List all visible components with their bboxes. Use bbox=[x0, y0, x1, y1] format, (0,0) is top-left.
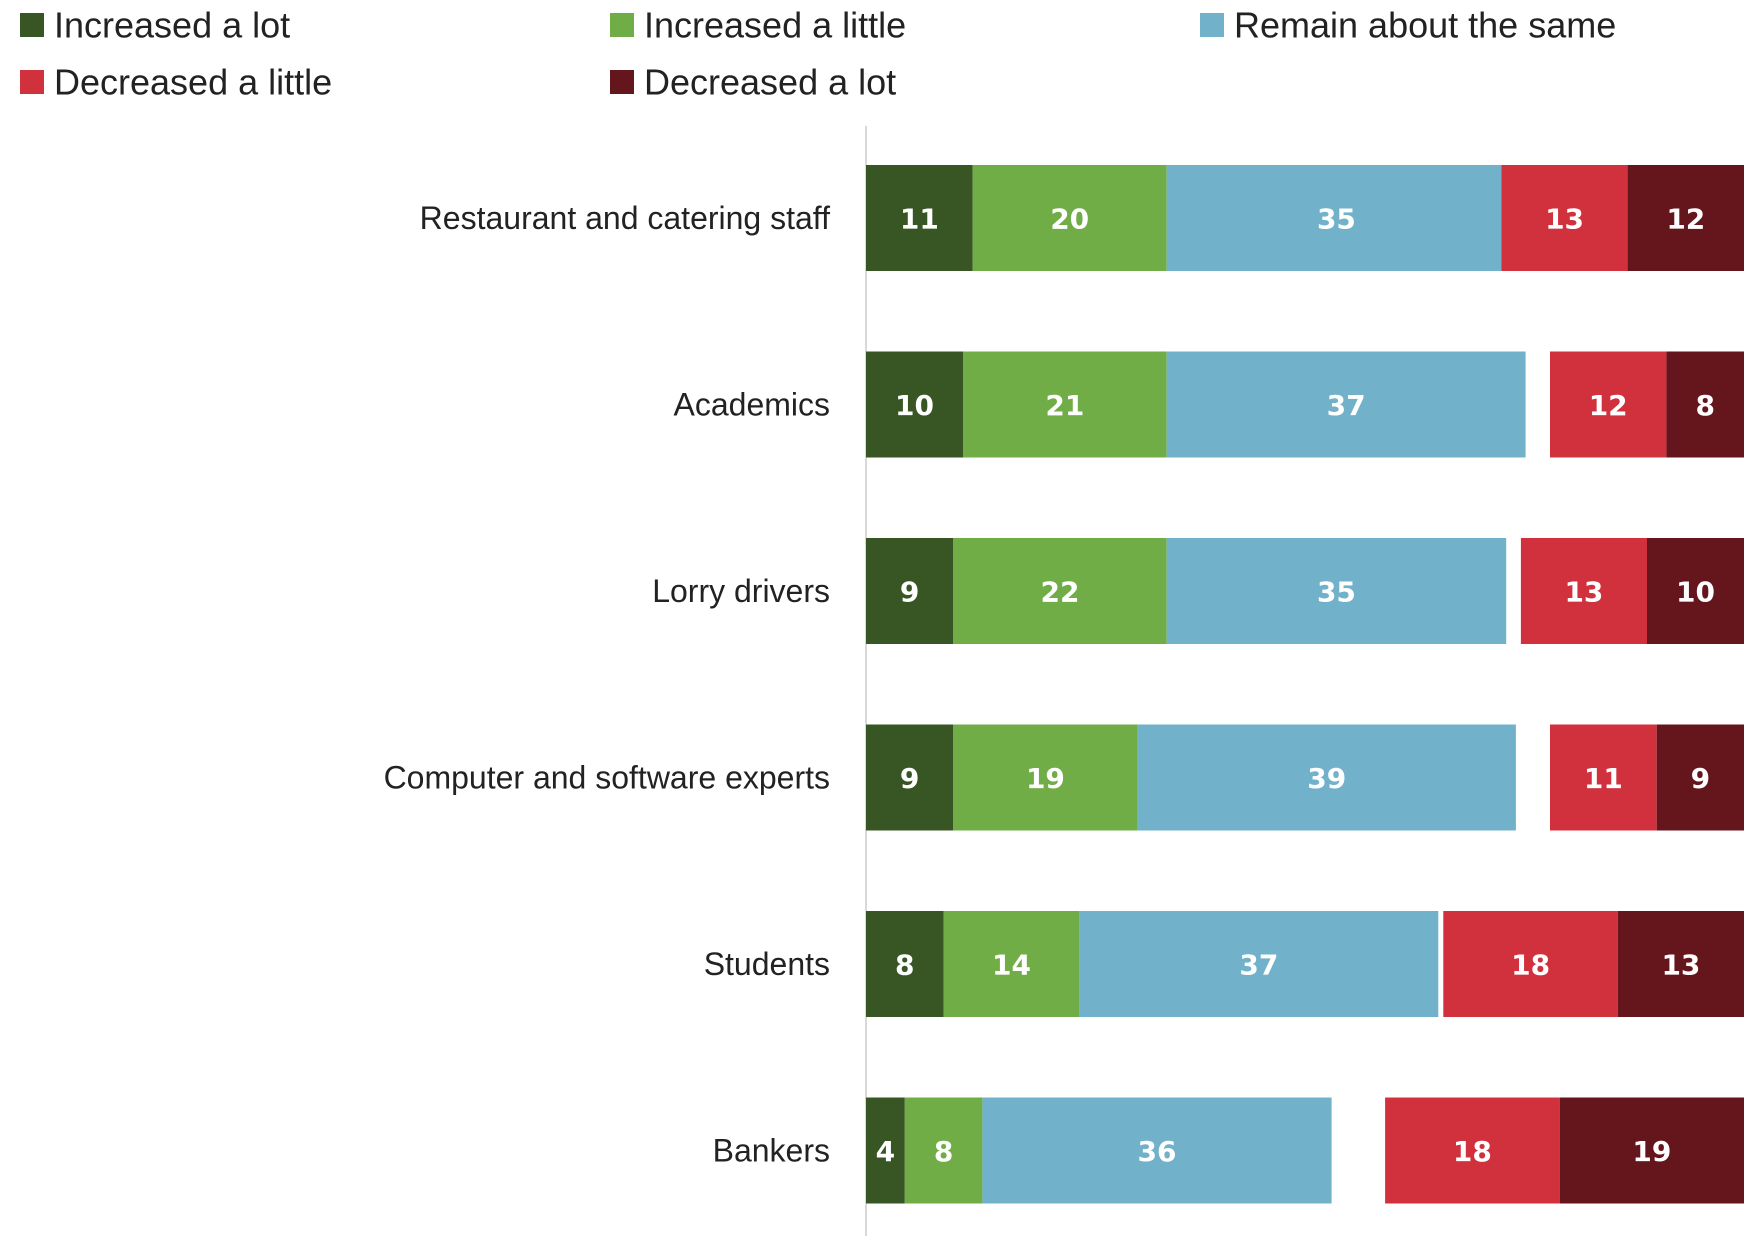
value-label: 12 bbox=[1589, 389, 1628, 422]
bar-segment-increased-a-lot bbox=[866, 911, 944, 1017]
bar-segment-decreased-a-lot bbox=[1627, 165, 1744, 271]
bar-segment-remain-about-the-same bbox=[1166, 538, 1507, 644]
value-label: 39 bbox=[1307, 762, 1346, 795]
bar-segment-increased-a-lot bbox=[866, 165, 973, 271]
value-label: 13 bbox=[1564, 576, 1603, 609]
value-label: 35 bbox=[1317, 576, 1356, 609]
bar-segment-remain-about-the-same bbox=[1166, 351, 1526, 458]
bars: 11 20 35 13 12 10 21 37 12 8 9 22 35 13 10 9 19 39 11 9 8 14 3… bbox=[866, 165, 1744, 1204]
value-label: 4 bbox=[876, 1135, 895, 1168]
bar-segment-increased-a-lot bbox=[866, 538, 954, 644]
bar-segment-increased-a-lot bbox=[866, 351, 963, 458]
bar-segment-increased-a-lot bbox=[866, 1097, 905, 1204]
value-label: 8 bbox=[1695, 389, 1714, 422]
legend-item-decreased-a-lot: Decreased a lot bbox=[610, 62, 896, 103]
legend-item-increased-a-little: Increased a little bbox=[610, 5, 906, 46]
value-label: 36 bbox=[1138, 1135, 1177, 1168]
category-label-lorry-drivers: Lorry drivers bbox=[652, 573, 830, 609]
bar-segment-decreased-a-lot bbox=[1666, 351, 1744, 458]
category-label-academics: Academics bbox=[674, 387, 831, 423]
bar-segment-decreased-a-lot bbox=[1617, 911, 1744, 1017]
legend-label: Remain about the same bbox=[1234, 5, 1616, 46]
value-label: 11 bbox=[1584, 762, 1623, 795]
bar-segment-decreased-a-lot bbox=[1656, 724, 1744, 831]
bar-segment-increased-a-little bbox=[963, 351, 1167, 458]
bar-segment-increased-a-little bbox=[943, 911, 1080, 1017]
bar-segment-decreased-a-little bbox=[1385, 1097, 1560, 1204]
value-label: 9 bbox=[1691, 762, 1710, 795]
value-label: 37 bbox=[1239, 949, 1278, 982]
value-label: 35 bbox=[1317, 203, 1356, 236]
bar-segment-increased-a-little bbox=[953, 538, 1167, 644]
bar-segment-remain-about-the-same bbox=[982, 1097, 1332, 1204]
bar-segment-increased-a-little bbox=[904, 1097, 983, 1204]
legend: Increased a lot Increased a little Remain … bbox=[20, 5, 1616, 103]
bar-segment-remain-about-the-same bbox=[1137, 724, 1516, 831]
bar-segment-decreased-a-lot bbox=[1647, 538, 1744, 644]
value-label: 8 bbox=[895, 949, 914, 982]
category-label-bankers: Bankers bbox=[713, 1133, 830, 1169]
category-label-restaurant-and-catering-staff: Restaurant and catering staff bbox=[420, 200, 830, 236]
bar-segment-remain-about-the-same bbox=[1166, 165, 1507, 271]
bar-row-bankers: 4 8 36 18 19 bbox=[866, 1097, 1744, 1204]
value-label: 12 bbox=[1666, 203, 1705, 236]
value-label: 19 bbox=[1026, 762, 1065, 795]
legend-label: Decreased a lot bbox=[644, 62, 896, 103]
bar-row-academics: 10 21 37 12 8 bbox=[866, 351, 1744, 458]
bar-segment-decreased-a-little bbox=[1443, 911, 1618, 1017]
legend-swatch bbox=[610, 13, 634, 37]
bar-row-lorry-drivers: 9 22 35 13 10 bbox=[866, 538, 1744, 644]
category-label-students: Students bbox=[704, 946, 830, 982]
value-label: 9 bbox=[900, 576, 919, 609]
bar-row-restaurant-and-catering-staff: 11 20 35 13 12 bbox=[866, 165, 1744, 271]
value-label: 22 bbox=[1041, 576, 1080, 609]
bar-segment-decreased-a-little bbox=[1550, 351, 1667, 458]
value-label: 37 bbox=[1327, 389, 1366, 422]
legend-label: Increased a little bbox=[644, 5, 906, 46]
value-label: 10 bbox=[895, 389, 934, 422]
legend-item-remain-about-the-same: Remain about the same bbox=[1200, 5, 1616, 46]
bar-segment-decreased-a-little bbox=[1520, 538, 1647, 644]
value-label: 13 bbox=[1661, 949, 1700, 982]
legend-label: Decreased a little bbox=[54, 62, 332, 103]
value-label: 21 bbox=[1045, 389, 1084, 422]
value-label: 11 bbox=[900, 203, 939, 236]
legend-swatch bbox=[610, 70, 634, 94]
bar-segment-increased-a-little bbox=[972, 165, 1167, 271]
value-label: 20 bbox=[1050, 203, 1089, 236]
bar-segment-decreased-a-lot bbox=[1559, 1097, 1744, 1204]
value-label: 13 bbox=[1545, 203, 1584, 236]
legend-swatch bbox=[1200, 13, 1224, 37]
legend-label: Increased a lot bbox=[54, 5, 290, 46]
legend-swatch bbox=[20, 13, 44, 37]
value-label: 8 bbox=[934, 1135, 953, 1168]
value-label: 14 bbox=[992, 949, 1031, 982]
legend-item-increased-a-lot: Increased a lot bbox=[20, 5, 290, 46]
legend-swatch bbox=[20, 70, 44, 94]
value-label: 9 bbox=[900, 762, 919, 795]
legend-item-decreased-a-little: Decreased a little bbox=[20, 62, 332, 103]
value-label: 19 bbox=[1632, 1135, 1671, 1168]
category-label-computer-and-software-experts: Computer and software experts bbox=[384, 760, 830, 796]
bar-row-computer-and-software-experts: 9 19 39 11 9 bbox=[866, 724, 1744, 831]
bar-segment-increased-a-lot bbox=[866, 724, 954, 831]
bar-segment-decreased-a-little bbox=[1501, 165, 1628, 271]
bar-segment-increased-a-little bbox=[953, 724, 1138, 831]
category-labels: Restaurant and catering staff Academics Lo… bbox=[384, 200, 831, 1169]
bar-row-students: 8 14 37 18 13 bbox=[866, 911, 1744, 1017]
value-label: 18 bbox=[1511, 949, 1550, 982]
value-label: 18 bbox=[1453, 1135, 1492, 1168]
bar-segment-decreased-a-little bbox=[1550, 724, 1657, 831]
bar-segment-remain-about-the-same bbox=[1079, 911, 1439, 1017]
value-label: 10 bbox=[1676, 576, 1715, 609]
